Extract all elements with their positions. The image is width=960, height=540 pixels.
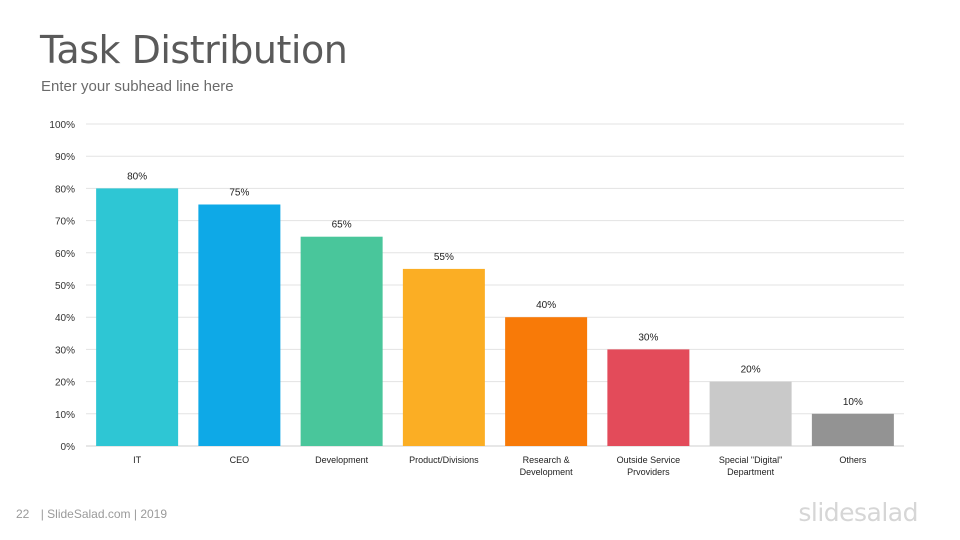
- x-tick-label: CEO: [230, 455, 250, 465]
- x-tick-label: Prvoviders: [627, 467, 670, 477]
- slide-subtitle: Enter your subhead line here: [41, 78, 234, 95]
- x-tick-label: Development: [315, 455, 369, 465]
- y-tick-label: 30%: [55, 345, 75, 356]
- y-tick-label: 50%: [55, 281, 75, 292]
- data-label: 75%: [229, 188, 249, 199]
- x-tick-label: Outside Service: [617, 455, 681, 465]
- bar: [607, 349, 690, 446]
- y-tick-label: 40%: [55, 313, 75, 324]
- data-label: 55%: [434, 252, 454, 263]
- x-tick-label: Research &: [523, 455, 570, 465]
- y-tick-label: 10%: [55, 410, 75, 421]
- data-label: 10%: [843, 397, 863, 408]
- x-tick-label: IT: [133, 455, 142, 465]
- data-label: 65%: [332, 220, 352, 231]
- x-tick-label: Others: [839, 455, 867, 465]
- bar: [300, 236, 383, 446]
- y-tick-label: 90%: [55, 152, 75, 163]
- y-tick-label: 80%: [55, 184, 75, 195]
- footer-credit: | SlideSalad.com | 2019: [40, 507, 168, 521]
- y-tick-label: 100%: [49, 120, 75, 131]
- slide-title: Task Distribution: [40, 28, 348, 72]
- bar: [811, 413, 894, 446]
- bar: [198, 204, 281, 446]
- y-tick-label: 20%: [55, 378, 75, 389]
- bar: [96, 188, 179, 446]
- x-tick-label: Product/Divisions: [409, 455, 479, 465]
- bar: [505, 317, 588, 446]
- x-tick-label: Department: [727, 467, 775, 477]
- y-tick-label: 0%: [61, 442, 76, 453]
- brand-logo: slidesalad: [798, 498, 918, 527]
- x-tick-label: Development: [520, 467, 574, 477]
- data-label: 40%: [536, 300, 556, 311]
- bar: [402, 268, 485, 446]
- y-tick-label: 70%: [55, 217, 75, 228]
- data-label: 30%: [638, 332, 658, 343]
- x-tick-label: Special "Digital": [719, 455, 782, 465]
- y-tick-label: 60%: [55, 249, 75, 260]
- data-label: 80%: [127, 171, 147, 182]
- footer: 22 | SlideSalad.com | 2019: [16, 507, 167, 521]
- bar: [709, 381, 792, 446]
- page-number: 22: [16, 507, 30, 521]
- data-label: 20%: [741, 365, 761, 376]
